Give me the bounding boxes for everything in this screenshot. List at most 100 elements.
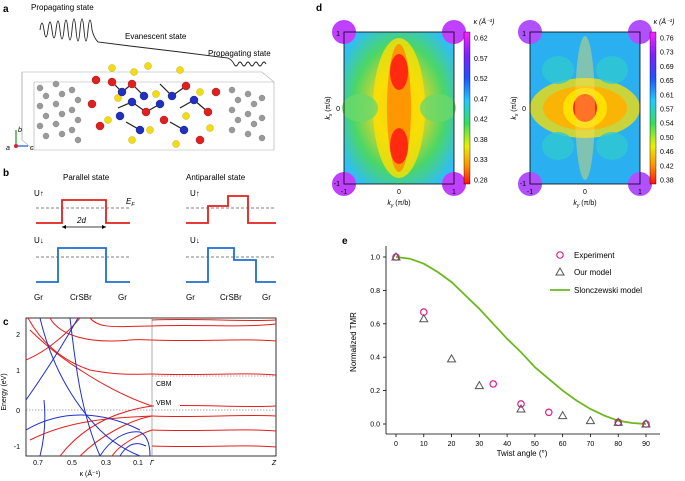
panel-b-label: b [3, 168, 9, 179]
left-ytick-0: 0 [336, 106, 340, 113]
our-model-point [557, 410, 568, 420]
e-ytick-label: 1.0 [370, 255, 380, 262]
antiparallel-spin-up: U↑ [186, 189, 276, 224]
right-ytick-m1: -1 [520, 181, 526, 188]
left-ytick-1: 1 [336, 31, 340, 38]
parallel-gr-right: Gr [118, 293, 127, 302]
right-cbar-title: κ (Å⁻¹) [654, 17, 675, 26]
e-xtick-label: 20 [448, 441, 456, 448]
panel-e-label: e [342, 236, 348, 247]
left-ytick-m1: -1 [334, 181, 340, 188]
legend-our-model: Our model [574, 268, 612, 277]
right-ylabel: kx (π/a) [511, 96, 520, 119]
e-xtick-label: 30 [475, 441, 483, 448]
antiparallel-title: Antiparallel state [186, 173, 246, 182]
left-xtick-1: 1 [452, 189, 456, 196]
left-cbar-title: κ (Å⁻¹) [474, 17, 495, 26]
c-ytick-1: 1 [16, 368, 20, 375]
cbm-label: CBM [156, 381, 172, 388]
vbm-label: VBM [156, 400, 171, 407]
right-cbar-tick: 0.61 [660, 92, 674, 99]
e-legend: Experiment Our model Slonczewski model [550, 251, 642, 295]
kappa-map-right: κ (Å⁻¹) 0.76 0.73 0.69 0.65 0.61 0.57 0.54 0.50… [511, 17, 674, 209]
right-cbar-tick: 0.57 [660, 107, 674, 114]
experiment-point [489, 380, 498, 388]
antiparallel-down-barrier [186, 247, 276, 283]
our-model-point [391, 251, 401, 261]
e-ytick-label: 0.4 [370, 355, 380, 362]
panel-a-label: a [3, 4, 9, 15]
e-xtick-label: 70 [587, 441, 595, 448]
width-label: 2d [76, 216, 86, 225]
left-cbar-tick: 0.42 [474, 117, 488, 124]
c-xlabel: κ (Å⁻¹) [80, 469, 101, 478]
right-xtick-m1: -1 [527, 189, 533, 196]
right-ytick-1: 1 [522, 31, 526, 38]
e-ytick-label: 0.6 [370, 321, 380, 328]
legend-slonczewski: Slonczewski model [574, 286, 642, 295]
c-xtick-03: 0.3 [101, 460, 111, 467]
right-ytick-0: 0 [522, 106, 526, 113]
antiparallel-gr-left: Gr [186, 293, 195, 302]
left-xtick-0: 0 [397, 189, 401, 196]
left-cbar-tick: 0.33 [474, 157, 488, 164]
left-cbar-tick: 0.52 [474, 76, 488, 83]
propagating-left-label: Propagating state [31, 3, 94, 12]
parallel-gr-left: Gr [34, 293, 43, 302]
e-xtick-label: 90 [642, 441, 650, 448]
our-model-point [418, 313, 429, 323]
propagating-right-label: Propagating state [208, 49, 271, 58]
c-z-label: Z [271, 460, 277, 467]
right-xtick-1: 1 [638, 189, 642, 196]
antiparallel-up-barrier [186, 195, 276, 224]
axis-b-label: b [18, 127, 22, 134]
kappa-map-left: κ (Å⁻¹) 0.62 0.57 0.52 0.47 0.42 0.38 0.33 0.28… [325, 17, 494, 209]
panel-c-label: c [3, 317, 9, 328]
right-cbar-tick: 0.46 [660, 149, 674, 156]
legend-experiment: Experiment [574, 251, 615, 260]
antiparallel-u-up-label: U↑ [190, 189, 200, 198]
axis-a-label: a [6, 145, 10, 152]
e-xtick-label: 50 [531, 441, 539, 448]
c-ytick-m1: -1 [14, 444, 20, 451]
experiment-point [517, 400, 525, 408]
antiparallel-gr-right: Gr [262, 293, 271, 302]
e-xtick-label: 60 [559, 441, 567, 448]
e-xtick-label: 80 [614, 441, 622, 448]
our-model-point [641, 418, 651, 428]
right-cbar-tick: 0.76 [660, 36, 674, 43]
our-model-point [474, 380, 485, 390]
left-ylabel: kx (π/a) [325, 96, 334, 119]
evanescent-label: Evanescent state [125, 32, 187, 41]
parallel-u-down-label: U↓ [34, 236, 44, 245]
e-xtick-label: 10 [420, 441, 428, 448]
c-xtick-01: 0.1 [133, 460, 143, 467]
e-xtick-label: 40 [503, 441, 511, 448]
parallel-spin-up: U↑ EF 2d [34, 189, 135, 229]
antiparallel-crsbr: CrSBr [220, 293, 242, 302]
left-cbar-tick: 0.62 [474, 36, 488, 43]
right-xtick-0: 0 [583, 189, 587, 196]
left-xtick-m1: -1 [341, 189, 347, 196]
c-ytick-0: 0 [16, 408, 20, 415]
c-xtick-07: 0.7 [33, 460, 43, 467]
left-cbar-tick: 0.57 [474, 56, 488, 63]
right-cbar-tick: 0.65 [660, 78, 674, 85]
crystal-structure [21, 62, 275, 151]
e-ytick-label: 0.8 [370, 288, 380, 295]
right-cbar-tick: 0.42 [660, 163, 674, 170]
legend-our-model-marker [555, 266, 565, 276]
left-cbar-tick: 0.38 [474, 137, 488, 144]
parallel-u-up-label: U↑ [34, 189, 44, 198]
slonczewski-curve [395, 256, 647, 425]
c-gamma-label: Γ [150, 460, 155, 467]
parallel-up-barrier [36, 199, 130, 224]
e-ytick-label: 0.2 [370, 388, 380, 395]
our-model-point [585, 415, 596, 425]
tmr-chart: 0 10 20 30 40 50 60 70 80 90 0.0 0.2 0.4 0.6 0.8 1.0 Tw… [349, 246, 660, 458]
our-model-point [516, 403, 526, 413]
band-structure-plot: 2 1 0 -1 Energy (eV) 0.7 0.5 0.3 0.1 Γ Z… [1, 317, 277, 478]
e-xlabel: Twist angle (°) [497, 449, 548, 458]
axes-triad: b a c [6, 127, 34, 152]
